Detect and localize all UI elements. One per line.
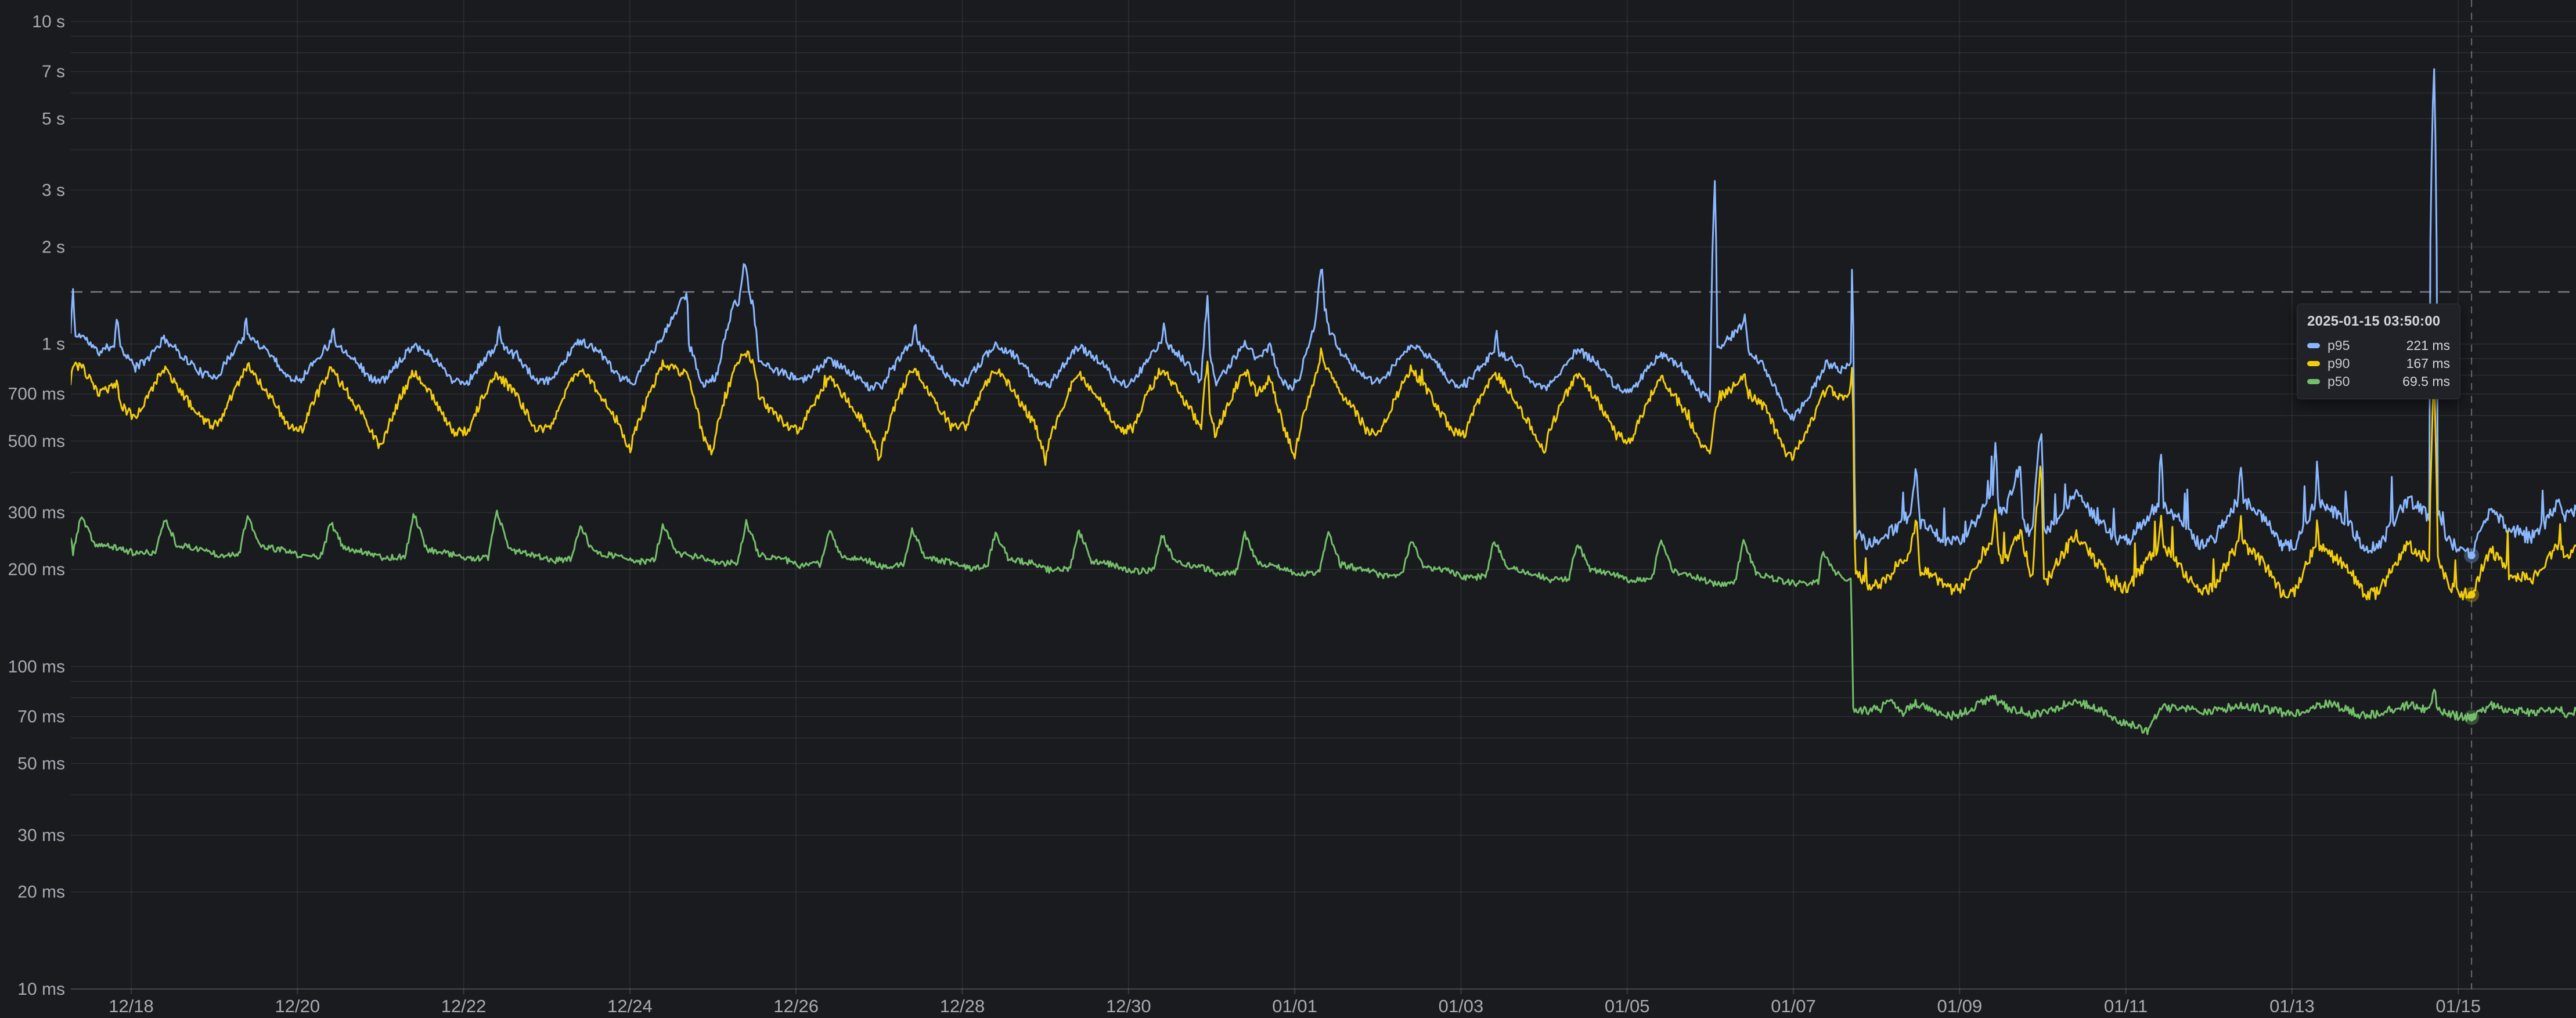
axis-labels: 10 s 7 s 5 s 3 s 2 s 1 s 700 ms 500 ms 300 ms 200… (8, 12, 2481, 1016)
y-axis-label: 500 ms (8, 432, 65, 451)
x-axis-label: 12/26 (773, 996, 819, 1016)
y-axis-label: 20 ms (17, 883, 65, 902)
hover-point-p90 (2467, 591, 2476, 599)
x-axis-label: 01/05 (1605, 996, 1650, 1016)
p50-series-swatch (2307, 379, 2320, 384)
x-axis-label: 01/09 (1937, 996, 1983, 1016)
p95-series-label: p95 (2328, 338, 2350, 353)
tooltip-row-p50: p50 69.5 ms (2307, 373, 2450, 391)
tooltip-row-p95: p95 221 ms (2307, 337, 2450, 355)
y-axis-label: 200 ms (8, 560, 65, 579)
y-axis-label: 10 s (32, 12, 65, 31)
p90-series-value: 167 ms (2406, 356, 2450, 371)
y-axis-label: 7 s (42, 62, 65, 81)
tooltip-timestamp: 2025-01-15 03:50:00 (2307, 313, 2441, 329)
y-axis-label: 2 s (42, 237, 65, 257)
y-axis-label: 5 s (42, 109, 65, 128)
x-axis-label: 01/07 (1771, 996, 1816, 1016)
p50-series-label: p50 (2328, 374, 2350, 389)
x-axis-label: 12/24 (607, 996, 653, 1016)
x-axis-label: 12/30 (1106, 996, 1151, 1016)
hover-point-p50 (2467, 713, 2476, 721)
y-axis-label: 50 ms (17, 755, 65, 774)
series-path-p95[interactable] (71, 68, 2576, 559)
x-axis-label: 12/22 (441, 996, 487, 1016)
p90-series-swatch (2307, 361, 2320, 366)
x-axis-label: 01/13 (2269, 996, 2315, 1016)
y-axis-label: 300 ms (8, 503, 65, 522)
tooltip-row-p90: p90 167 ms (2307, 355, 2450, 373)
y-axis-label: 100 ms (8, 657, 65, 676)
x-axis-label: 01/15 (2436, 996, 2481, 1016)
y-axis-label: 1 s (42, 335, 65, 354)
p95-series-swatch (2307, 343, 2320, 348)
p95-series-value: 221 ms (2406, 338, 2450, 353)
x-axis-label: 12/18 (109, 996, 154, 1016)
grid-layer (71, 0, 2576, 994)
x-axis-label: 12/20 (275, 996, 320, 1016)
series-path-p90[interactable] (71, 347, 2576, 601)
y-axis-label: 700 ms (8, 385, 65, 404)
y-axis-label: 30 ms (17, 826, 65, 845)
x-axis-label: 01/01 (1272, 996, 1317, 1016)
y-axis-label: 10 ms (17, 980, 65, 999)
p50-series-value: 69.5 ms (2402, 374, 2450, 389)
p90-series-label: p90 (2328, 356, 2350, 371)
hover-point-p95 (2467, 551, 2476, 559)
y-axis-label: 70 ms (17, 707, 65, 726)
y-axis-label: 3 s (42, 181, 65, 200)
x-axis-label: 12/28 (940, 996, 985, 1016)
x-axis-label: 01/03 (1439, 996, 1484, 1016)
chart-tooltip: 2025-01-15 03:50:00 p95 221 ms p90 167 m… (2297, 304, 2460, 399)
x-axis-label: 01/11 (2104, 996, 2148, 1016)
series-path-p50[interactable] (71, 510, 2576, 735)
series-layer (71, 68, 2576, 735)
